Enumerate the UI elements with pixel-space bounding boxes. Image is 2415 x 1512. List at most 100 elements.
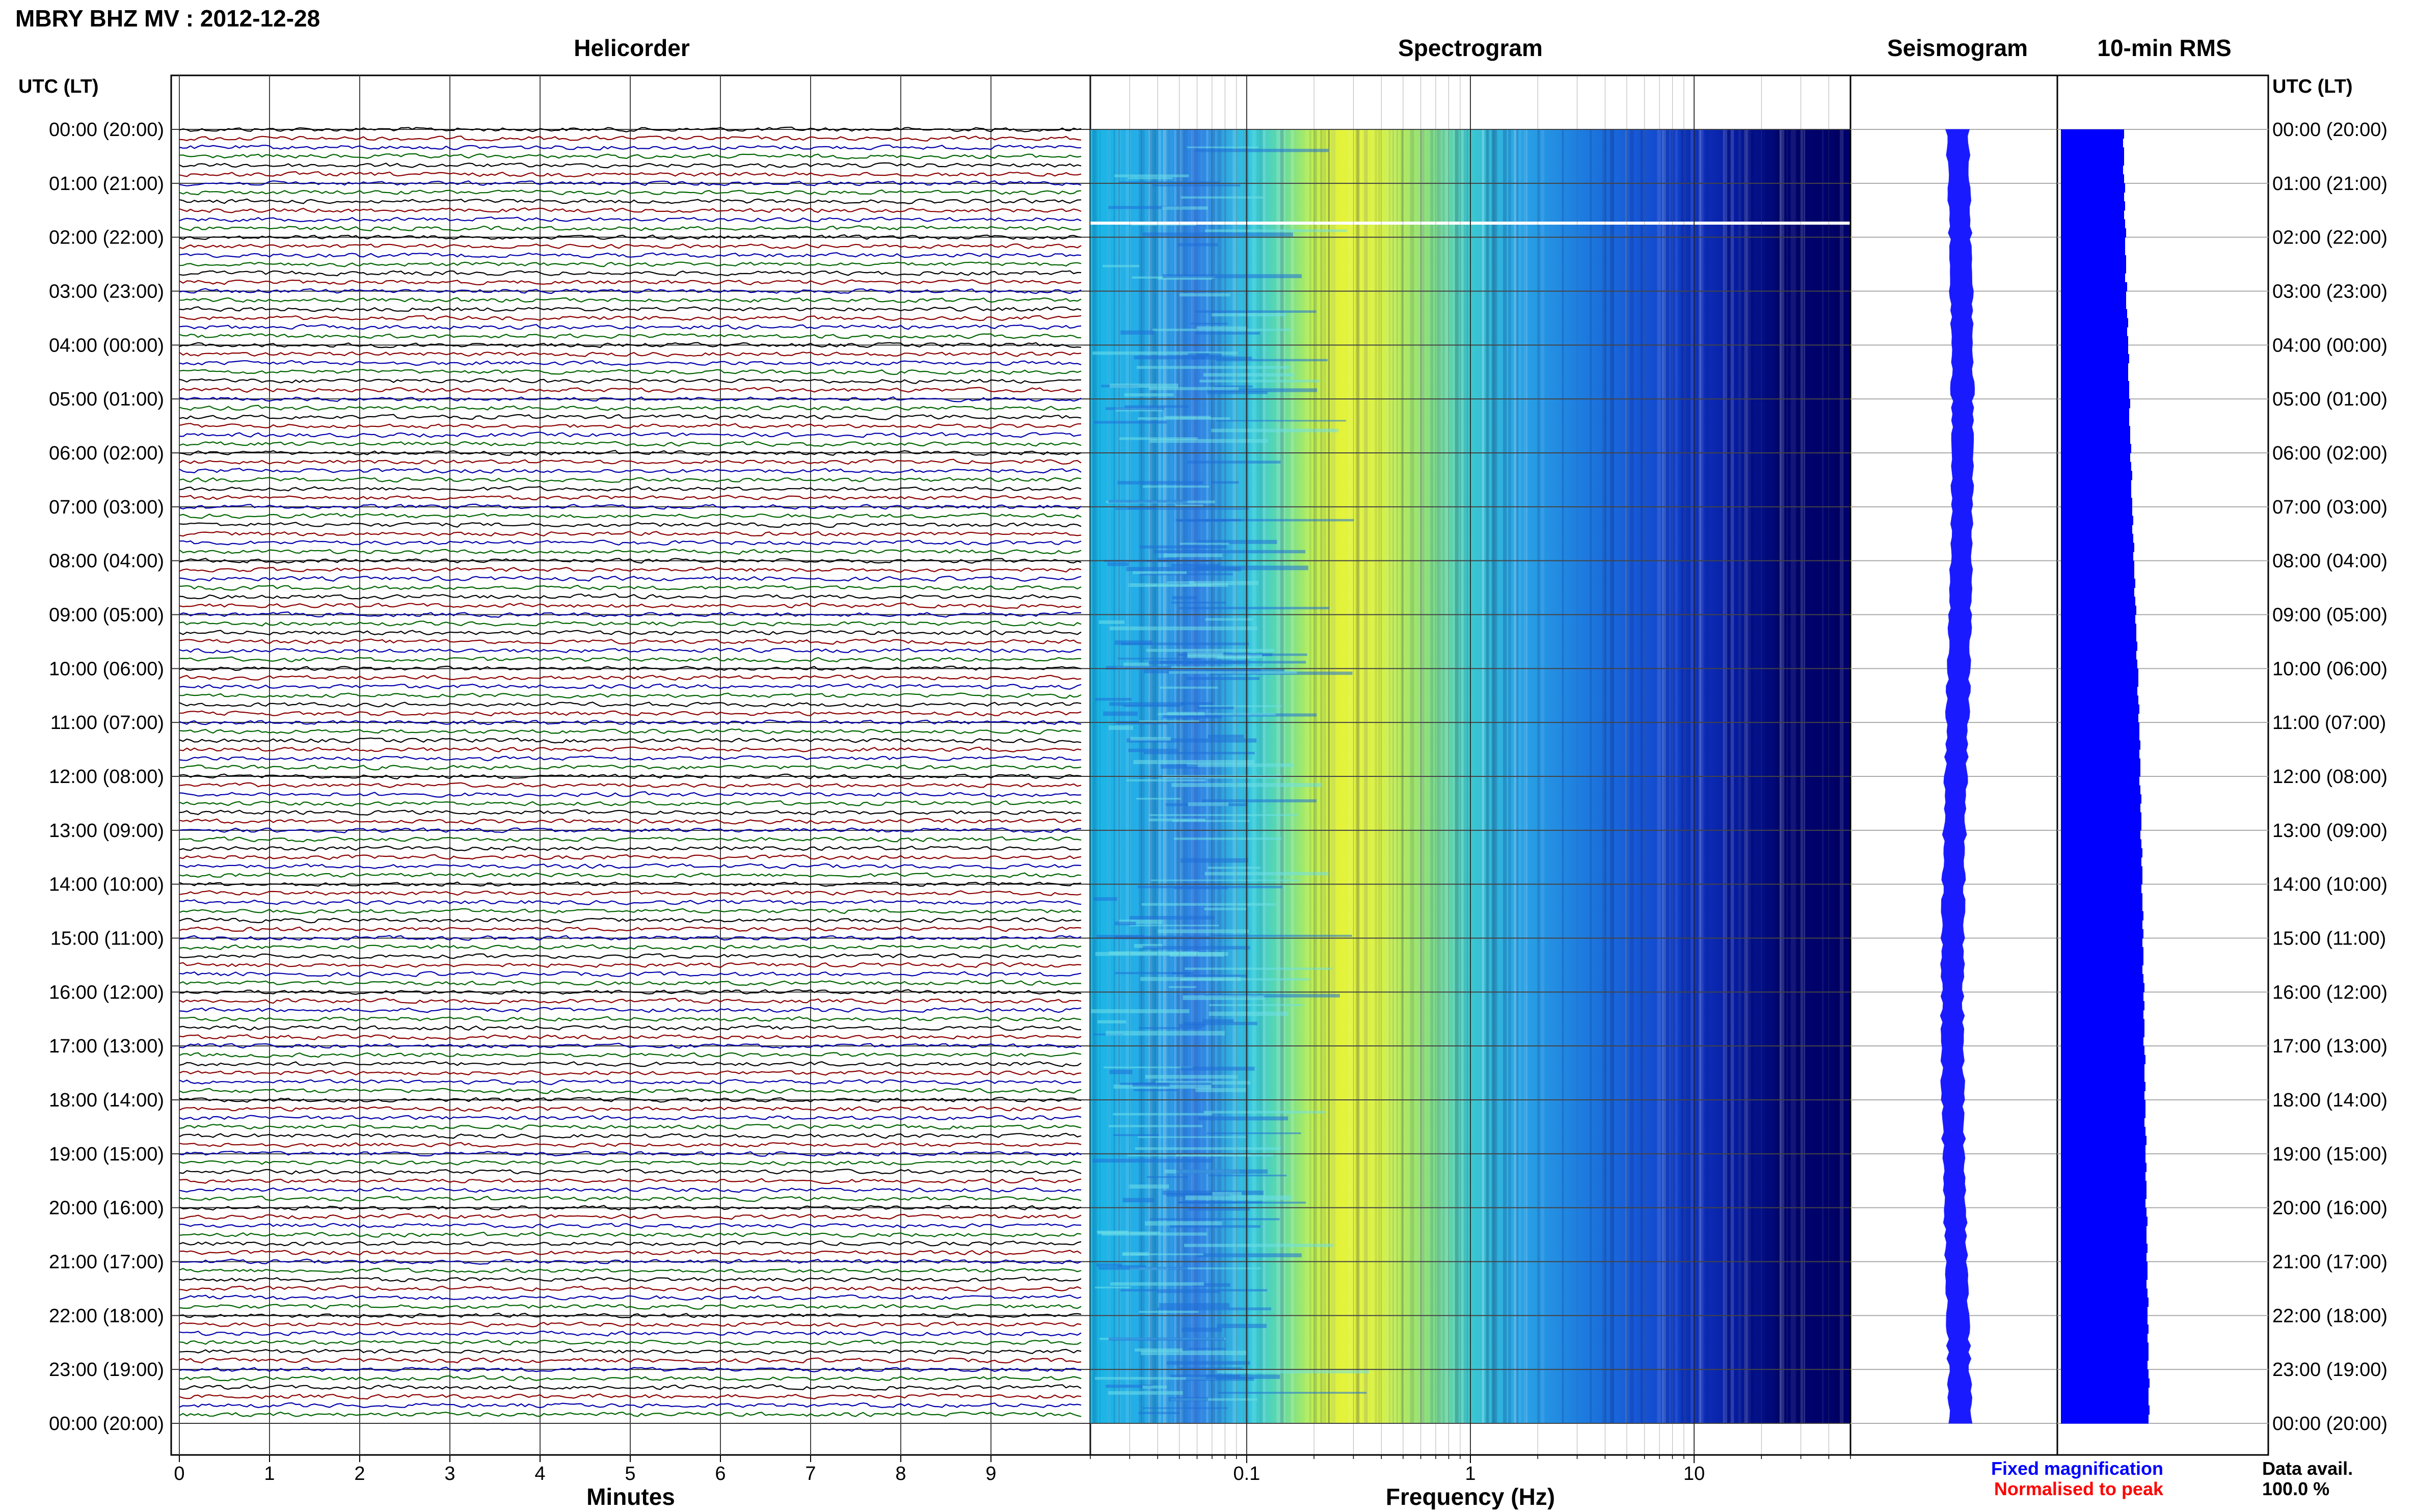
helicorder-trace xyxy=(179,1142,1082,1148)
spectrogram-band xyxy=(1106,407,1164,410)
rms-bar xyxy=(2061,273,2125,283)
rms-bar xyxy=(2061,525,2132,534)
spectrogram-band xyxy=(1107,562,1129,566)
minute-tick-label: 5 xyxy=(625,1463,635,1484)
rms-bar xyxy=(2061,1252,2146,1262)
spectrogram-band xyxy=(1133,1089,1177,1091)
spectrogram-band xyxy=(1138,417,1230,420)
helicorder-trace xyxy=(179,522,1082,528)
helicorder-trace xyxy=(179,423,1082,429)
spectrogram-band xyxy=(1097,1020,1126,1023)
rms-bar xyxy=(2061,992,2143,1002)
rms-bar xyxy=(2061,255,2126,265)
helicorder-trace xyxy=(179,692,1082,699)
spectrogram-band xyxy=(1115,508,1249,510)
helicorder-trace xyxy=(179,1348,1082,1355)
spectrogram-band xyxy=(1205,994,1340,997)
spectrogram-band xyxy=(1196,1253,1302,1257)
rms-bar xyxy=(2061,300,2126,310)
spectrogram-band xyxy=(1150,879,1300,881)
rms-bar xyxy=(2061,1046,2144,1056)
helicorder-trace xyxy=(179,1213,1082,1220)
rms-bar xyxy=(2061,947,2143,957)
rms-bar xyxy=(2061,965,2142,975)
helicorder-trace xyxy=(179,944,1082,950)
time-label-left: 17:00 (13:00) xyxy=(49,1036,164,1057)
helicorder-trace xyxy=(179,1034,1082,1040)
spectrogram-band xyxy=(1149,387,1239,390)
helicorder-trace xyxy=(179,539,1082,546)
rms-bar xyxy=(2061,345,2128,355)
spectrogram-band xyxy=(1119,920,1163,924)
spectrogram-band xyxy=(1091,1009,1190,1013)
spectrogram-band xyxy=(1109,383,1178,388)
spectrogram-band xyxy=(1206,519,1354,522)
spectrogram-band xyxy=(1207,391,1268,394)
time-label-right: 13:00 (09:00) xyxy=(2272,820,2387,842)
spectrogram-band xyxy=(1142,1385,1167,1389)
spectrogram-grid xyxy=(1090,75,1851,1455)
helicorder-trace xyxy=(179,620,1082,627)
spectrogram-band xyxy=(1186,1377,1254,1381)
rms-bar xyxy=(2061,857,2141,867)
spectrogram-band xyxy=(1126,779,1206,781)
time-label-right: 07:00 (03:00) xyxy=(2272,497,2387,518)
helicorder-trace xyxy=(179,450,1082,456)
spectrogram-band xyxy=(1120,1289,1267,1291)
rms-bar xyxy=(2061,506,2132,517)
helicorder-trace xyxy=(179,881,1082,887)
spectrogram-band xyxy=(1141,1351,1247,1355)
helicorder-trace xyxy=(179,1231,1082,1238)
spectrogram-band xyxy=(1171,602,1226,604)
frequency-tick-label: 0.1 xyxy=(1233,1463,1260,1484)
spectrogram-band xyxy=(1113,1134,1159,1136)
rms-bar xyxy=(2061,1010,2143,1019)
spectrogram-band xyxy=(1180,858,1248,863)
rms-bar xyxy=(2061,1019,2144,1029)
rms-bar xyxy=(2061,803,2140,813)
rms-bar xyxy=(2061,129,2124,139)
time-label-left: 20:00 (16:00) xyxy=(49,1198,164,1219)
time-label-right: 03:00 (23:00) xyxy=(2272,281,2387,303)
spectrogram-band xyxy=(1141,903,1276,906)
rms-bar xyxy=(2061,372,2128,382)
rms-bar xyxy=(2061,1109,2145,1118)
rms-bar xyxy=(2061,776,2139,786)
helicorder-trace xyxy=(179,297,1082,303)
rms-bar xyxy=(2061,1073,2144,1083)
spectrogram-band xyxy=(1177,243,1218,247)
rms-bar xyxy=(2061,1126,2145,1137)
spectrogram-band xyxy=(1217,1370,1370,1373)
spectrogram-band xyxy=(1162,274,1302,278)
rms-bar xyxy=(2061,1298,2149,1307)
rms-bar xyxy=(2061,462,2131,471)
time-label-right: 11:00 (07:00) xyxy=(2272,712,2386,734)
rms-bar xyxy=(2061,794,2141,804)
spectrogram-band xyxy=(1114,640,1152,645)
spectrogram-band xyxy=(1217,656,1251,659)
rms-bar xyxy=(2061,713,2138,723)
helicorder-trace xyxy=(179,1223,1082,1229)
spectrogram-band xyxy=(1179,543,1229,545)
spectrogram-band xyxy=(1108,725,1133,730)
spectrogram-band xyxy=(1173,838,1282,840)
rms-bar xyxy=(2061,498,2132,507)
spectrogram-panel xyxy=(1089,74,1853,1456)
spectrogram-band xyxy=(1183,1021,1257,1025)
spectrogram-band xyxy=(1140,1267,1261,1270)
time-label-right: 05:00 (01:00) xyxy=(2272,389,2387,410)
time-label-left: 14:00 (10:00) xyxy=(49,874,164,896)
spectrogram-band xyxy=(1206,1374,1280,1379)
spectrogram-band xyxy=(1199,705,1282,707)
rms-bar xyxy=(2061,785,2140,795)
spectrogram-band xyxy=(1120,330,1155,335)
helicorder-trace xyxy=(179,270,1082,277)
time-label-left: 02:00 (22:00) xyxy=(49,227,164,249)
helicorder-trace xyxy=(179,800,1082,806)
helicorder-trace xyxy=(179,935,1082,941)
helicorder-trace xyxy=(179,674,1082,681)
rms-bar xyxy=(2061,1180,2146,1190)
rms-bar xyxy=(2061,1288,2148,1298)
rms-bar xyxy=(2061,1405,2150,1415)
helicorder-trace xyxy=(179,566,1082,573)
